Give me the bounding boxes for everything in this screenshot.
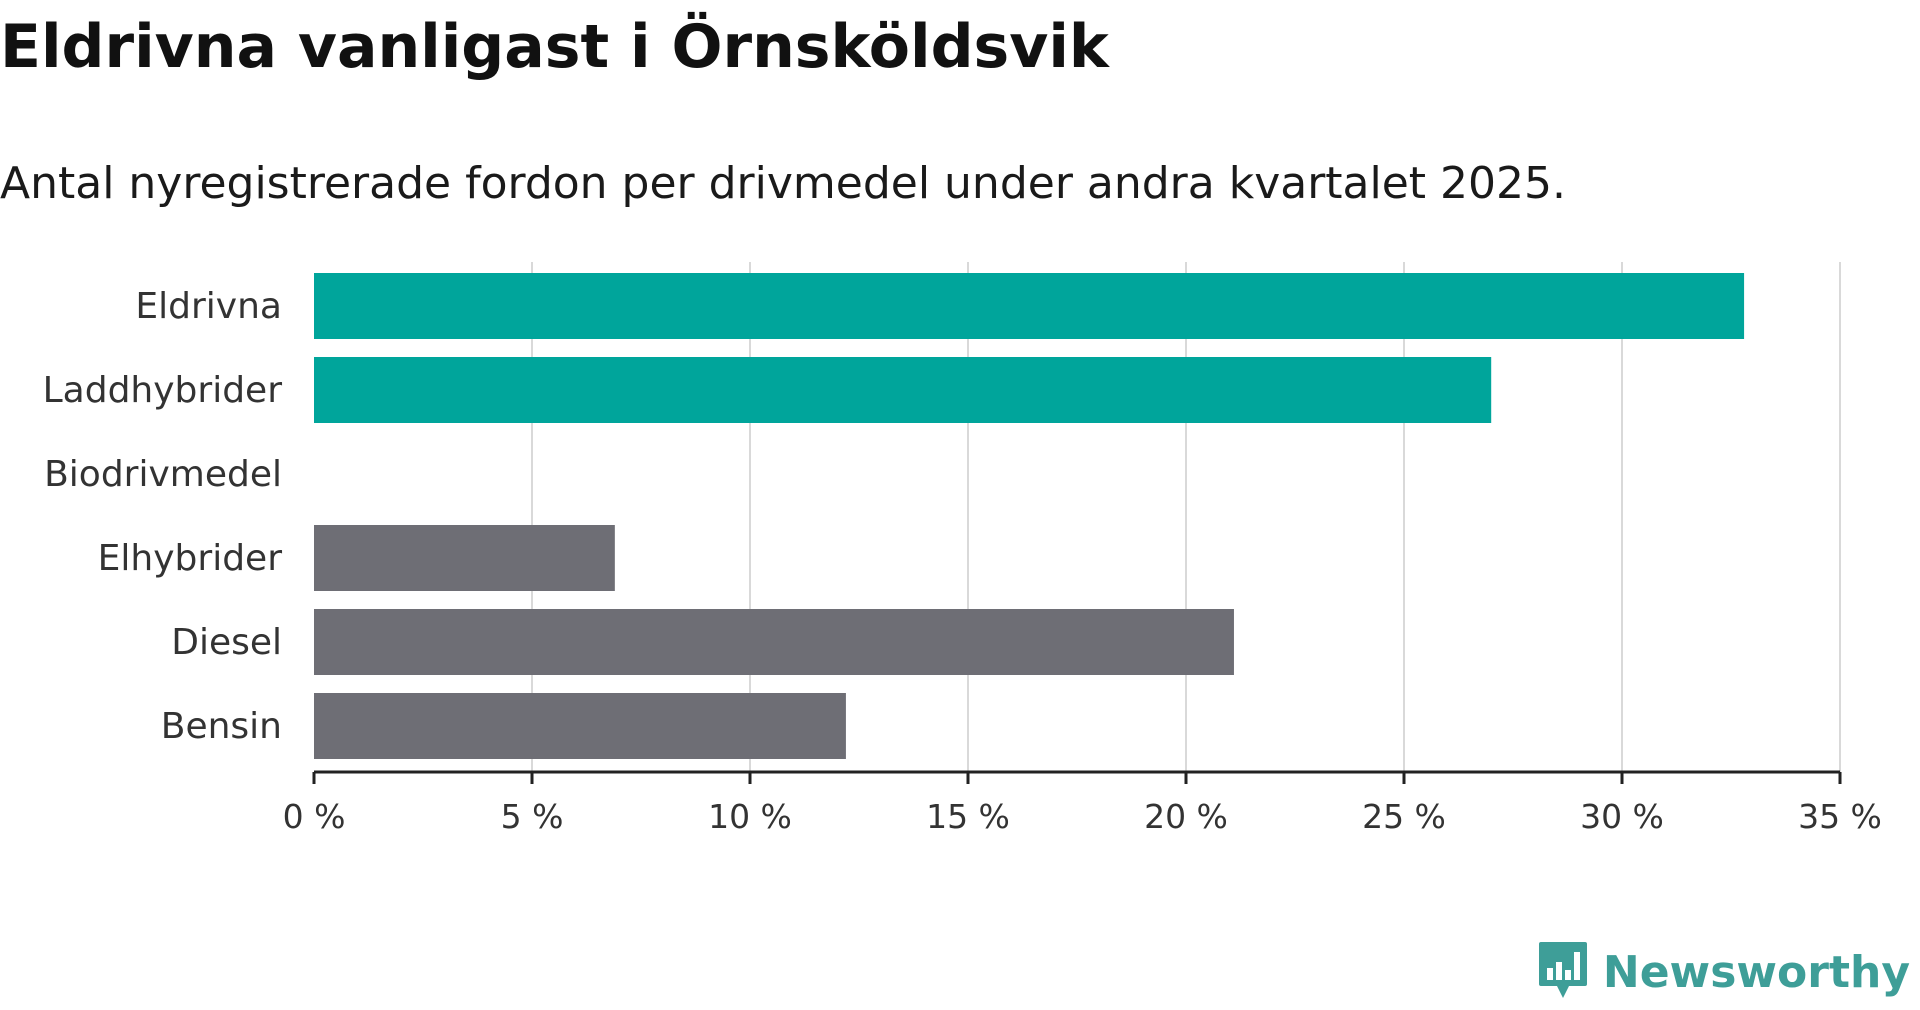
category-labels: Eldrivna Laddhybrider Biodrivmedel Elhybrid… (43, 286, 283, 747)
category-label: Eldrivna (135, 286, 282, 327)
bar (314, 273, 1745, 339)
chart-title: Eldrivna vanligast i Örnsköldsvik (0, 12, 1109, 82)
brand-name: Newsworthy (1602, 946, 1910, 998)
bar-chart-bubble-icon (1537, 940, 1589, 1004)
category-label: Elhybrider (98, 538, 283, 579)
x-tick-label: 10 % (708, 797, 792, 836)
category-label: Laddhybrider (43, 370, 283, 411)
x-tick-label: 15 % (926, 797, 1010, 836)
newsworthy-logo: Newsworthy (1537, 940, 1910, 1004)
category-label: Bensin (161, 706, 282, 747)
chart-subtitle: Antal nyregistrerade fordon per drivmede… (0, 158, 1566, 209)
category-label: Diesel (171, 622, 282, 663)
bar (314, 609, 1234, 675)
bar (314, 357, 1492, 423)
gridlines (531, 262, 1841, 772)
x-axis: 0 % 5 % 10 % 15 % 20 % 25 % 30 % 35 % (283, 770, 1882, 836)
x-tick-label: 35 % (1798, 797, 1882, 836)
bar-chart: Eldrivna Laddhybrider Biodrivmedel Elhybrid… (43, 262, 1882, 836)
x-tick-label: 20 % (1144, 797, 1228, 836)
bar (314, 525, 615, 591)
category-label: Biodrivmedel (44, 454, 282, 495)
bar (314, 693, 846, 759)
x-tick-label: 25 % (1362, 797, 1446, 836)
x-tick-label: 5 % (501, 797, 564, 836)
x-tick-label: 0 % (283, 797, 346, 836)
x-tick-label: 30 % (1580, 797, 1664, 836)
bars (314, 273, 1745, 759)
